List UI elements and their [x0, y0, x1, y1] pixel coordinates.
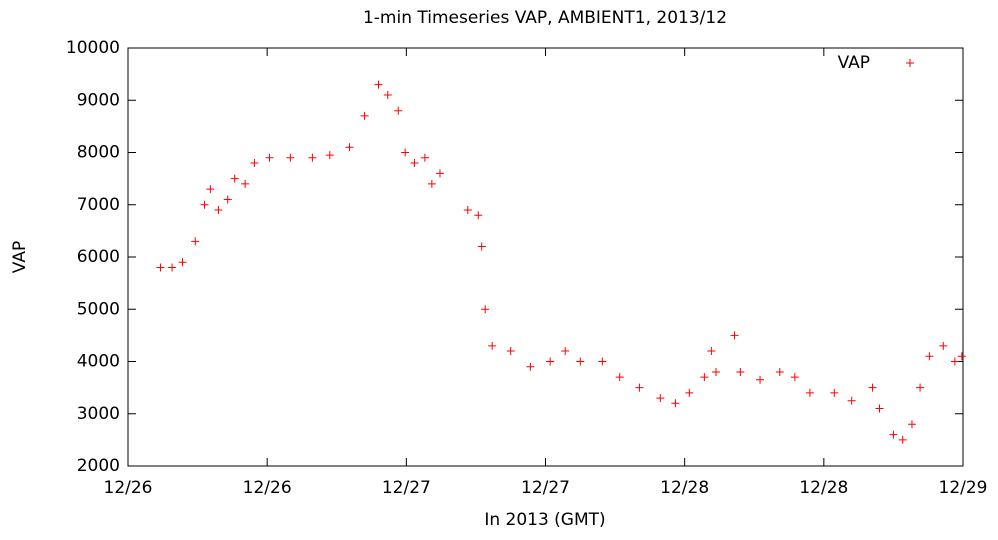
- point: [178, 258, 187, 267]
- point: [711, 367, 720, 376]
- point: [736, 367, 745, 376]
- point: [374, 80, 383, 89]
- point: [576, 357, 585, 366]
- point: [898, 435, 907, 444]
- x-tick-label: 12/28: [660, 478, 709, 498]
- y-tick-label: 4000: [77, 352, 120, 372]
- x-axis-label: In 2013 (GMT): [484, 510, 605, 530]
- point: [805, 388, 814, 397]
- point: [790, 373, 799, 382]
- point: [939, 341, 948, 350]
- point: [950, 357, 959, 366]
- y-tick-label: 7000: [77, 195, 120, 215]
- point: [875, 404, 884, 413]
- point: [561, 347, 570, 356]
- point: [907, 420, 916, 429]
- y-axis-label: VAP: [10, 241, 30, 273]
- x-tick-label: 12/26: [104, 478, 153, 498]
- point: [615, 373, 624, 382]
- point: [200, 200, 209, 209]
- point: [656, 394, 665, 403]
- point: [206, 185, 215, 194]
- point: [756, 375, 765, 384]
- point: [707, 347, 716, 356]
- y-tick-label: 9000: [77, 90, 120, 110]
- point: [700, 373, 709, 382]
- point: [168, 263, 177, 272]
- point: [435, 169, 444, 178]
- point: [250, 158, 259, 167]
- plot-frame: [127, 47, 964, 467]
- point: [546, 357, 555, 366]
- point: [598, 357, 607, 366]
- point: [474, 211, 483, 220]
- x-tick-label: 12/27: [382, 478, 431, 498]
- x-tick-label: 12/29: [939, 478, 988, 498]
- point: [671, 399, 680, 408]
- point: [410, 158, 419, 167]
- point: [325, 151, 334, 160]
- point: [286, 153, 295, 162]
- point: [401, 148, 410, 157]
- y-tick-label: 5000: [77, 299, 120, 319]
- point: [481, 305, 490, 314]
- point: [427, 179, 436, 188]
- point: [775, 367, 784, 376]
- point: [230, 174, 239, 183]
- x-tick-label: 12/28: [799, 478, 848, 498]
- point: [308, 153, 317, 162]
- point: [957, 352, 966, 361]
- point: [191, 237, 200, 246]
- point: [420, 153, 429, 162]
- point: [383, 91, 392, 100]
- point: [889, 430, 898, 439]
- y-tick-label: 10000: [66, 38, 120, 58]
- point: [925, 352, 934, 361]
- point: [506, 347, 515, 356]
- y-tick-label: 2000: [77, 456, 120, 476]
- point: [526, 362, 535, 371]
- point: [868, 383, 877, 392]
- y-tick-label: 8000: [77, 143, 120, 163]
- y-tick-label: 6000: [77, 247, 120, 267]
- legend-label: VAP: [838, 53, 870, 73]
- y-tick-label: 3000: [77, 404, 120, 424]
- x-tick-label: 12/27: [521, 478, 570, 498]
- point: [685, 388, 694, 397]
- point: [847, 396, 856, 405]
- point: [214, 205, 223, 214]
- chart-title: 1-min Timeseries VAP, AMBIENT1, 2013/12: [363, 8, 727, 28]
- point: [156, 263, 165, 272]
- point: [241, 179, 250, 188]
- point: [477, 242, 486, 251]
- point: [223, 195, 232, 204]
- point: [488, 341, 497, 350]
- point: [360, 111, 369, 120]
- point: [830, 388, 839, 397]
- x-tick-label: 12/26: [243, 478, 292, 498]
- point: [916, 383, 925, 392]
- point: [394, 106, 403, 115]
- point: [345, 143, 354, 152]
- point: [463, 205, 472, 214]
- point: [265, 153, 274, 162]
- point: [635, 383, 644, 392]
- point: [730, 331, 739, 340]
- legend-marker: [906, 59, 914, 67]
